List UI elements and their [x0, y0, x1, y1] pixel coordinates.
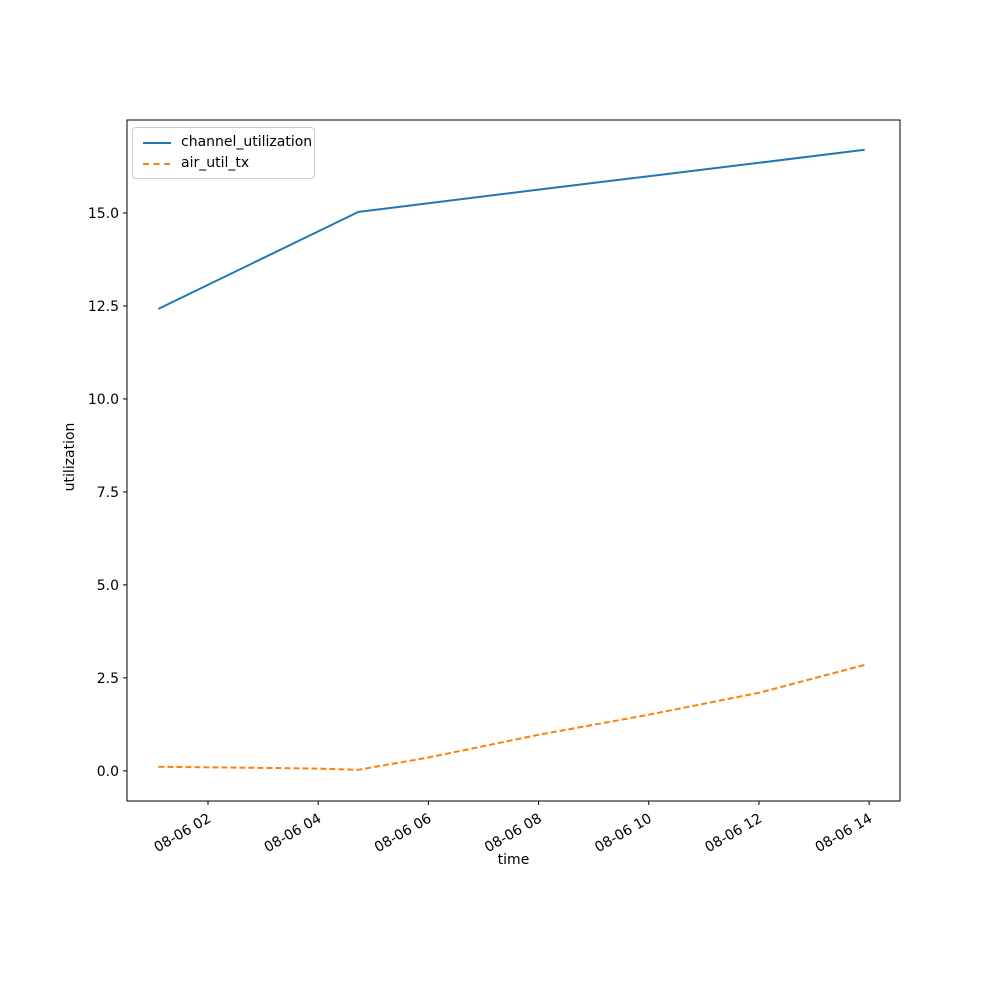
x-tick-label: 08-06 12 — [702, 811, 765, 856]
y-tick-label: 7.5 — [97, 485, 119, 501]
solid-line-swatch-icon — [142, 135, 172, 149]
y-tick-label: 2.5 — [97, 671, 119, 687]
legend-box: channel_utilization air_util_tx — [132, 127, 315, 179]
x-tick-label: 08-06 10 — [592, 811, 655, 856]
solid-line-sample — [143, 142, 171, 144]
y-tick-label: 15.0 — [88, 206, 119, 222]
x-tick-label: 08-06 04 — [262, 811, 325, 856]
series-line-channel_utilization — [157, 148, 865, 310]
y-tick-label: 12.5 — [88, 299, 119, 315]
y-tick-label: 5.0 — [97, 578, 119, 594]
x-tick-label: 08-06 14 — [813, 811, 876, 856]
dashed-line-swatch-icon — [142, 156, 172, 170]
legend-label: channel_utilization — [181, 134, 313, 150]
x-tick-label: 08-06 02 — [151, 811, 214, 856]
legend-entry-air-util-tx: air_util_tx — [142, 154, 305, 172]
x-tick-label: 08-06 06 — [372, 811, 435, 856]
y-axis-title: utilization — [62, 422, 78, 492]
legend-label: air_util_tx — [181, 155, 250, 171]
y-tick-label: 0.0 — [97, 764, 119, 780]
x-axis-title: time — [497, 852, 530, 868]
dashed-line-sample — [143, 163, 171, 165]
y-tick-label: 10.0 — [88, 392, 119, 408]
series-line-air_util_tx — [158, 663, 865, 771]
legend-entry-channel-utilization: channel_utilization — [142, 133, 312, 151]
axes-spines — [126, 119, 901, 802]
x-tick-label: 08-06 08 — [482, 811, 545, 856]
